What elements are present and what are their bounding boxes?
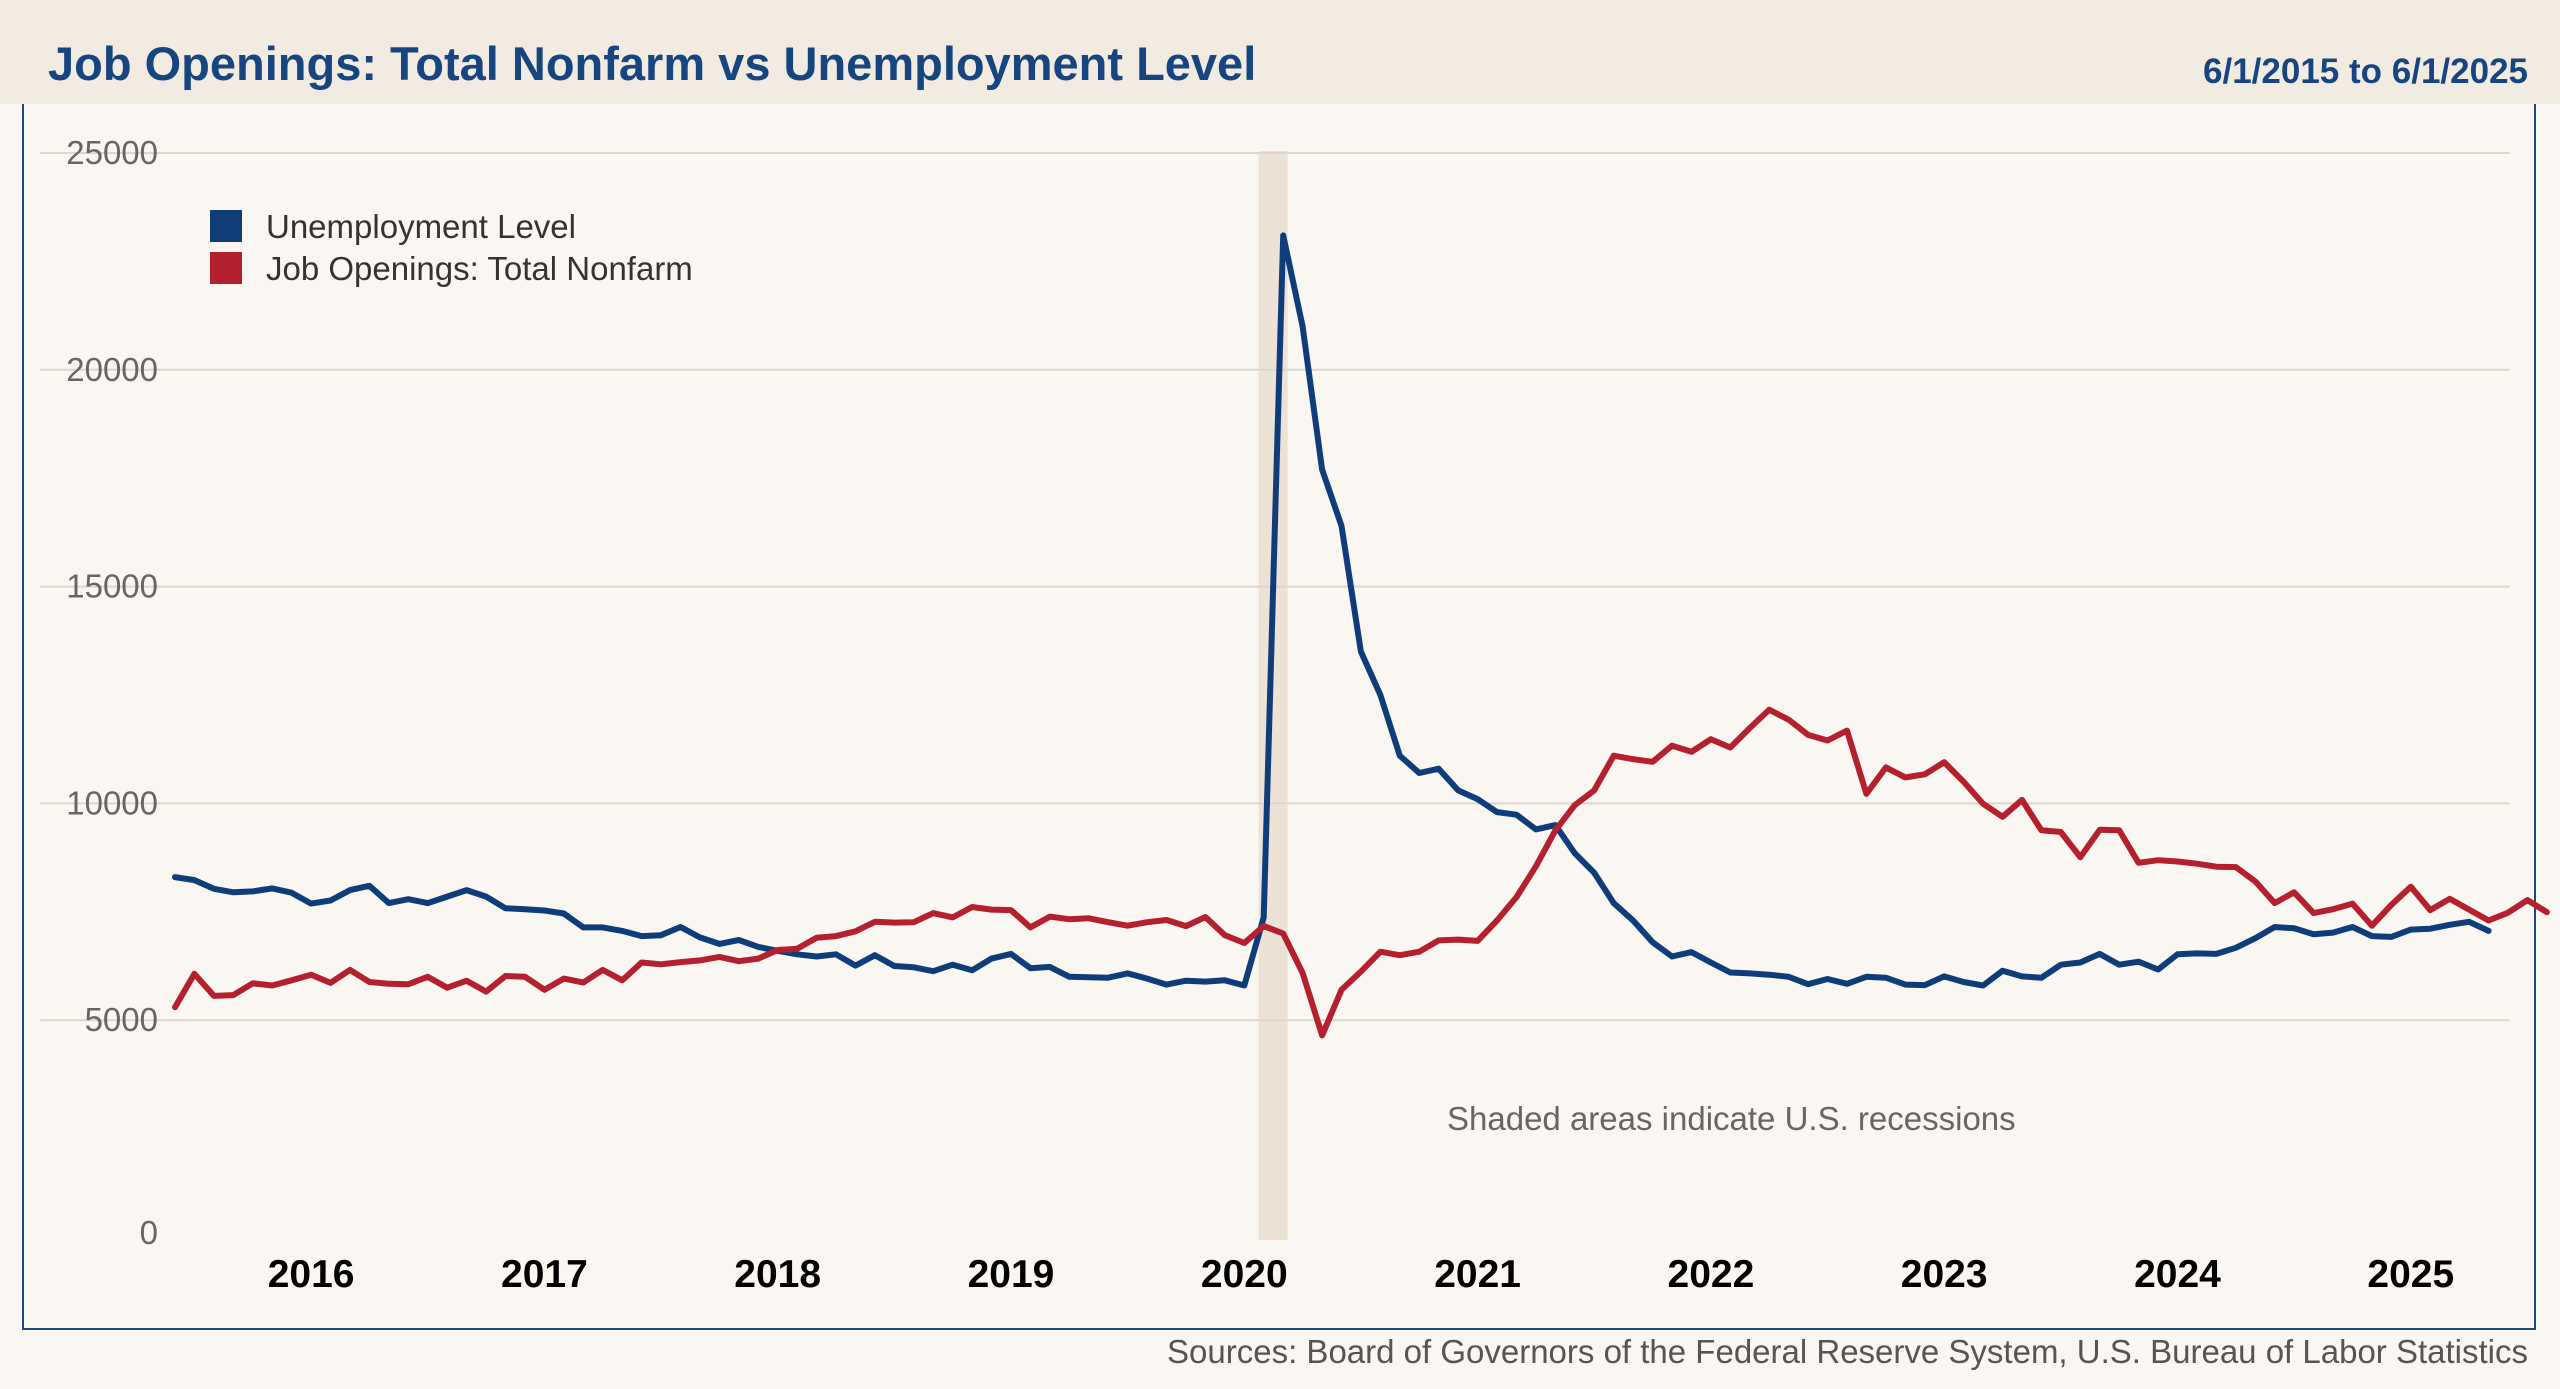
y-tick-label: 0 — [140, 1214, 158, 1251]
x-tick-label: 2023 — [1901, 1253, 1988, 1296]
y-axis-ticks: 0 5000 10000 15000 20000 25000 — [66, 134, 158, 1251]
x-tick-label: 2021 — [1434, 1253, 1521, 1296]
y-tick-label: 5000 — [85, 1001, 158, 1038]
legend-swatch — [210, 252, 242, 284]
x-tick-label: 2020 — [1201, 1253, 1288, 1296]
chart-header: Job Openings: Total Nonfarm vs Unemploym… — [0, 0, 2560, 104]
chart-frame — [22, 104, 2536, 1330]
date-range-label: 6/1/2015 to 6/1/2025 — [2203, 52, 2528, 91]
x-tick-label: 2022 — [1668, 1253, 1755, 1296]
series-line-job-openings — [172, 706, 2550, 1039]
y-tick-label: 25000 — [66, 134, 158, 171]
x-tick-label: 2025 — [2367, 1253, 2454, 1296]
y-tick-label: 10000 — [66, 784, 158, 821]
chart-title: Job Openings: Total Nonfarm vs Unemploym… — [48, 37, 1257, 90]
legend-swatch — [210, 210, 242, 242]
x-tick-label: 2024 — [2134, 1253, 2221, 1296]
recession-note: Shaded areas indicate U.S. recessions — [1447, 1100, 2016, 1137]
x-tick-label: 2016 — [268, 1253, 355, 1296]
sources-footnote: Sources: Board of Governors of the Feder… — [1167, 1333, 2528, 1370]
legend: Unemployment Level Job Openings: Total No… — [210, 208, 693, 287]
legend-label: Job Openings: Total Nonfarm — [266, 250, 693, 287]
x-axis-ticks: 2016 2017 2018 2019 2020 2021 2022 2023 2024 2025 — [268, 1253, 2454, 1296]
series-layer — [172, 232, 2550, 1039]
series-line-unemployment-level — [172, 232, 2492, 989]
x-tick-label: 2018 — [734, 1253, 821, 1296]
x-tick-label: 2019 — [968, 1253, 1055, 1296]
x-tick-label: 2017 — [501, 1253, 588, 1296]
y-tick-label: 15000 — [66, 568, 158, 605]
y-tick-label: 20000 — [66, 351, 158, 388]
legend-label: Unemployment Level — [266, 208, 576, 245]
